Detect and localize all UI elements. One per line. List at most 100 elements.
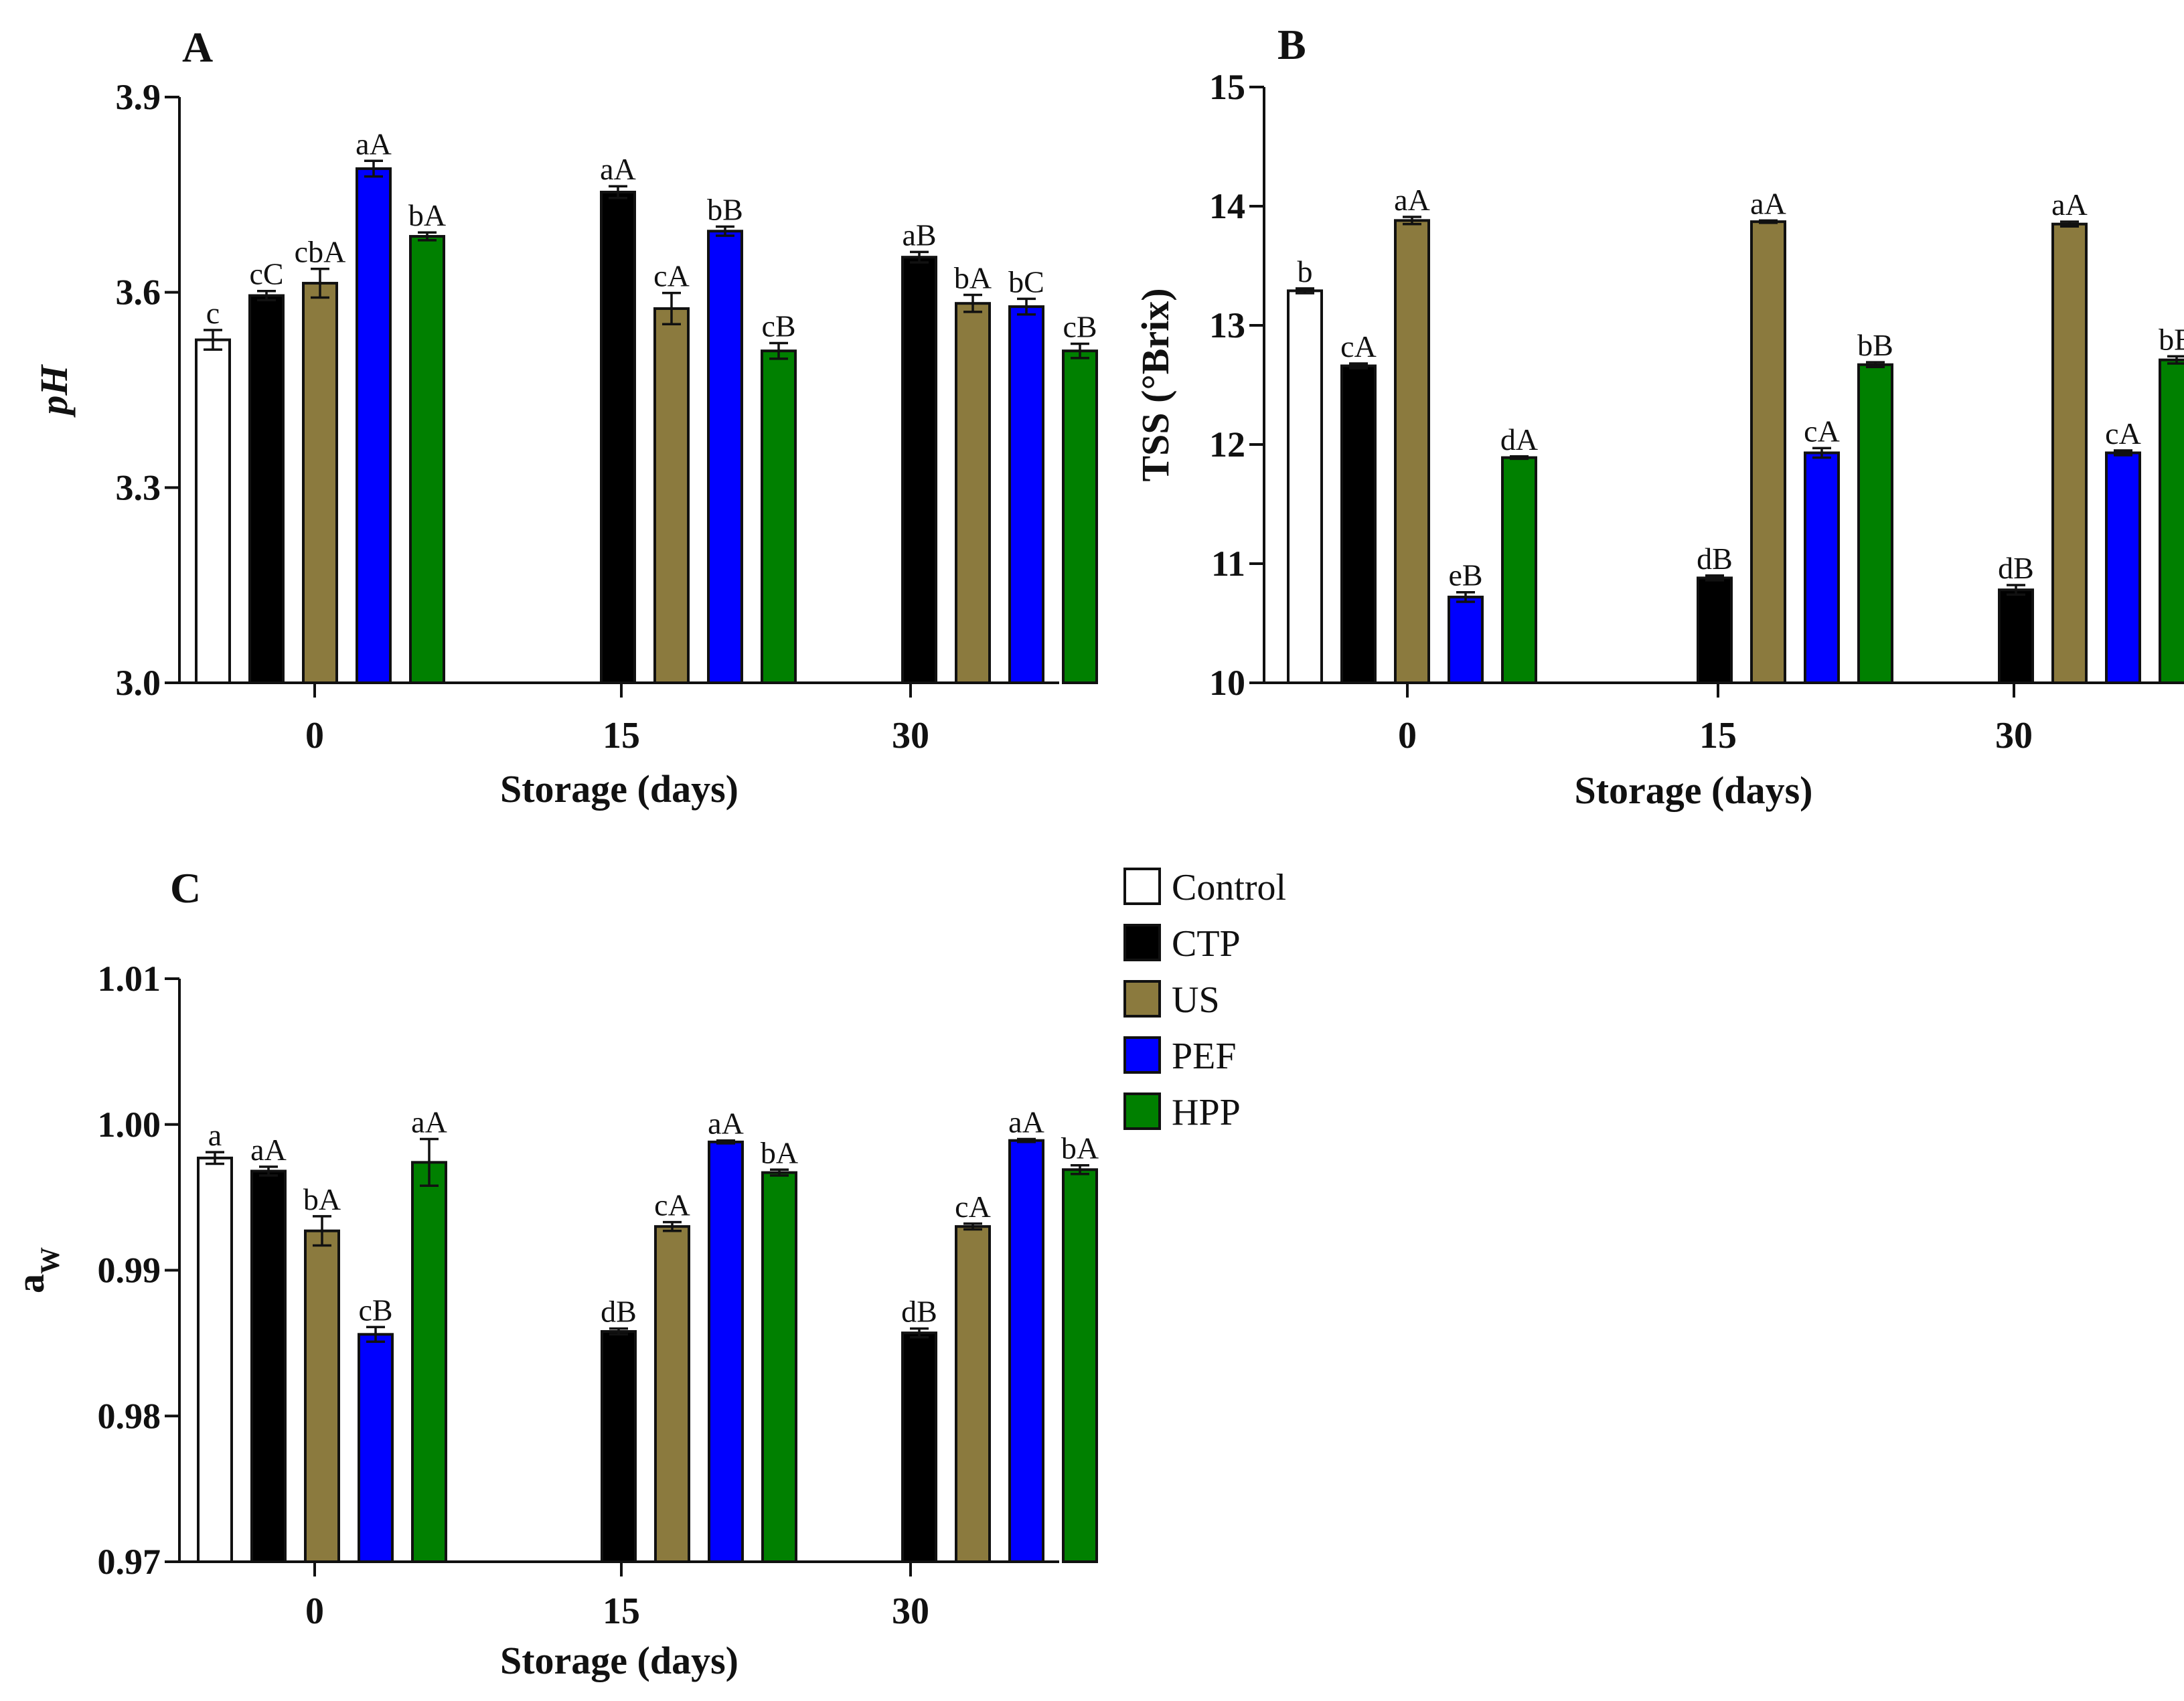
error-bar-us-day-0 xyxy=(313,1215,331,1247)
error-bar-hpp-day-15 xyxy=(1866,361,1885,369)
bar-ctp-day-30 xyxy=(1998,588,2034,684)
legend-label: PEF xyxy=(1172,1036,1237,1077)
error-bar-control-day-0 xyxy=(1296,287,1314,295)
significance-label: bB xyxy=(2159,322,2184,356)
bar-hpp-day-30 xyxy=(1062,349,1098,685)
bar-us-day-15 xyxy=(1750,220,1786,684)
significance-label: cA xyxy=(955,1190,991,1224)
legend: Control CTP US PEF HPP xyxy=(1123,867,1286,1133)
error-bar-hpp-day-0 xyxy=(418,231,437,242)
significance-label: dB xyxy=(1998,551,2034,585)
error-bar-ctp-day-15 xyxy=(1705,574,1724,582)
y-tick-label: 0.99 xyxy=(98,1250,161,1291)
error-bar-pef-day-0 xyxy=(366,1325,385,1343)
bar-pef-day-0 xyxy=(358,1333,394,1564)
bar-us-day-30 xyxy=(2051,222,2088,684)
significance-label: bA xyxy=(954,261,992,295)
bar-us-day-0 xyxy=(302,282,338,684)
bar-pef-day-15 xyxy=(708,1140,744,1563)
y-axis-title: pH xyxy=(32,364,76,418)
bar-ctp-day-15 xyxy=(1697,576,1733,684)
error-bar-us-day-0 xyxy=(1403,216,1421,226)
significance-label: dB xyxy=(601,1295,637,1329)
bar-hpp-day-30 xyxy=(1062,1168,1098,1563)
significance-label: aA xyxy=(1394,183,1430,217)
significance-label: aB xyxy=(902,218,936,252)
y-tick-label: 12 xyxy=(1209,424,1245,465)
significance-label: aA xyxy=(250,1133,287,1167)
error-bar-control-day-0 xyxy=(204,329,222,351)
y-tick-label: 3.0 xyxy=(116,663,161,703)
significance-label: c xyxy=(206,296,220,330)
legend-label: HPP xyxy=(1172,1092,1241,1133)
significance-label: aA xyxy=(2051,187,2088,222)
error-bar-ctp-day-15 xyxy=(609,185,627,199)
error-bar-ctp-day-0 xyxy=(257,289,276,302)
error-bar-hpp-day-30 xyxy=(1071,1163,1089,1176)
bar-us-day-15 xyxy=(653,307,690,684)
bar-ctp-day-0 xyxy=(248,294,285,684)
error-bar-hpp-day-30 xyxy=(1071,342,1089,359)
error-bar-ctp-day-30 xyxy=(910,250,929,264)
bar-us-day-15 xyxy=(654,1225,690,1564)
bar-control-day-0 xyxy=(197,1156,233,1563)
bar-control-day-0 xyxy=(1287,289,1323,684)
significance-label: aA xyxy=(708,1107,744,1141)
y-tick-label: 3.6 xyxy=(116,272,161,313)
significance-label: bC xyxy=(1008,264,1044,299)
bar-hpp-day-0 xyxy=(1501,456,1537,685)
significance-label: dB xyxy=(901,1295,937,1329)
error-bar-us-day-30 xyxy=(963,293,982,313)
y-tick-label: 13 xyxy=(1209,305,1245,345)
significance-label: eB xyxy=(1448,558,1482,592)
error-bar-us-day-15 xyxy=(662,291,681,326)
y-tick-label: 0.97 xyxy=(98,1542,161,1582)
y-tick-label: 15 xyxy=(1209,67,1245,107)
significance-label: bA xyxy=(303,1182,341,1216)
bar-pef-day-0 xyxy=(356,167,392,684)
error-bar-hpp-day-15 xyxy=(770,1168,789,1177)
error-bar-hpp-day-0 xyxy=(420,1137,439,1187)
x-tick-label: 0 xyxy=(305,1591,324,1632)
bar-ctp-day-0 xyxy=(250,1169,287,1564)
significance-label: bA xyxy=(1061,1131,1099,1165)
error-bar-ctp-day-15 xyxy=(609,1327,628,1336)
error-bar-pef-day-0 xyxy=(364,159,383,178)
legend-item-control: Control xyxy=(1123,867,1286,908)
legend-swatch xyxy=(1123,1036,1161,1074)
significance-label: dA xyxy=(1500,422,1538,457)
legend-item-ctp: CTP xyxy=(1123,923,1241,965)
legend-label: CTP xyxy=(1172,923,1241,965)
error-bar-pef-day-15 xyxy=(716,225,734,237)
error-bar-hpp-day-30 xyxy=(2167,355,2184,365)
error-bar-ctp-day-30 xyxy=(910,1327,929,1339)
bar-pef-day-0 xyxy=(1448,595,1484,685)
x-tick-label: 15 xyxy=(603,715,640,756)
significance-label: bB xyxy=(1857,328,1893,362)
x-axis-title: Storage (days) xyxy=(1574,768,1812,812)
y-axis-title: aW xyxy=(9,1247,65,1293)
x-tick-label: 15 xyxy=(603,1591,640,1632)
error-bar-ctp-day-0 xyxy=(259,1165,278,1177)
significance-label: dB xyxy=(1697,542,1733,576)
bar-ctp-day-15 xyxy=(600,190,636,684)
significance-label: aA xyxy=(411,1105,447,1139)
significance-label: bA xyxy=(408,198,446,232)
bar-ctp-day-30 xyxy=(901,1331,937,1563)
error-bar-hpp-day-0 xyxy=(1510,455,1529,461)
bar-hpp-day-15 xyxy=(1857,363,1893,684)
bar-hpp-day-15 xyxy=(761,349,797,685)
error-bar-us-day-0 xyxy=(311,267,329,299)
legend-item-us: US xyxy=(1123,979,1220,1021)
significance-label: cB xyxy=(1063,309,1097,343)
bar-us-day-30 xyxy=(955,1225,991,1564)
bar-us-day-0 xyxy=(304,1229,340,1564)
bar-pef-day-15 xyxy=(1804,451,1840,685)
y-axis-title-subscript: W xyxy=(35,1247,65,1274)
legend-swatch xyxy=(1123,980,1161,1018)
y-tick-label: 3.3 xyxy=(116,467,161,507)
error-bar-pef-day-30 xyxy=(2114,449,2132,457)
y-tick-label: 3.9 xyxy=(116,77,161,117)
